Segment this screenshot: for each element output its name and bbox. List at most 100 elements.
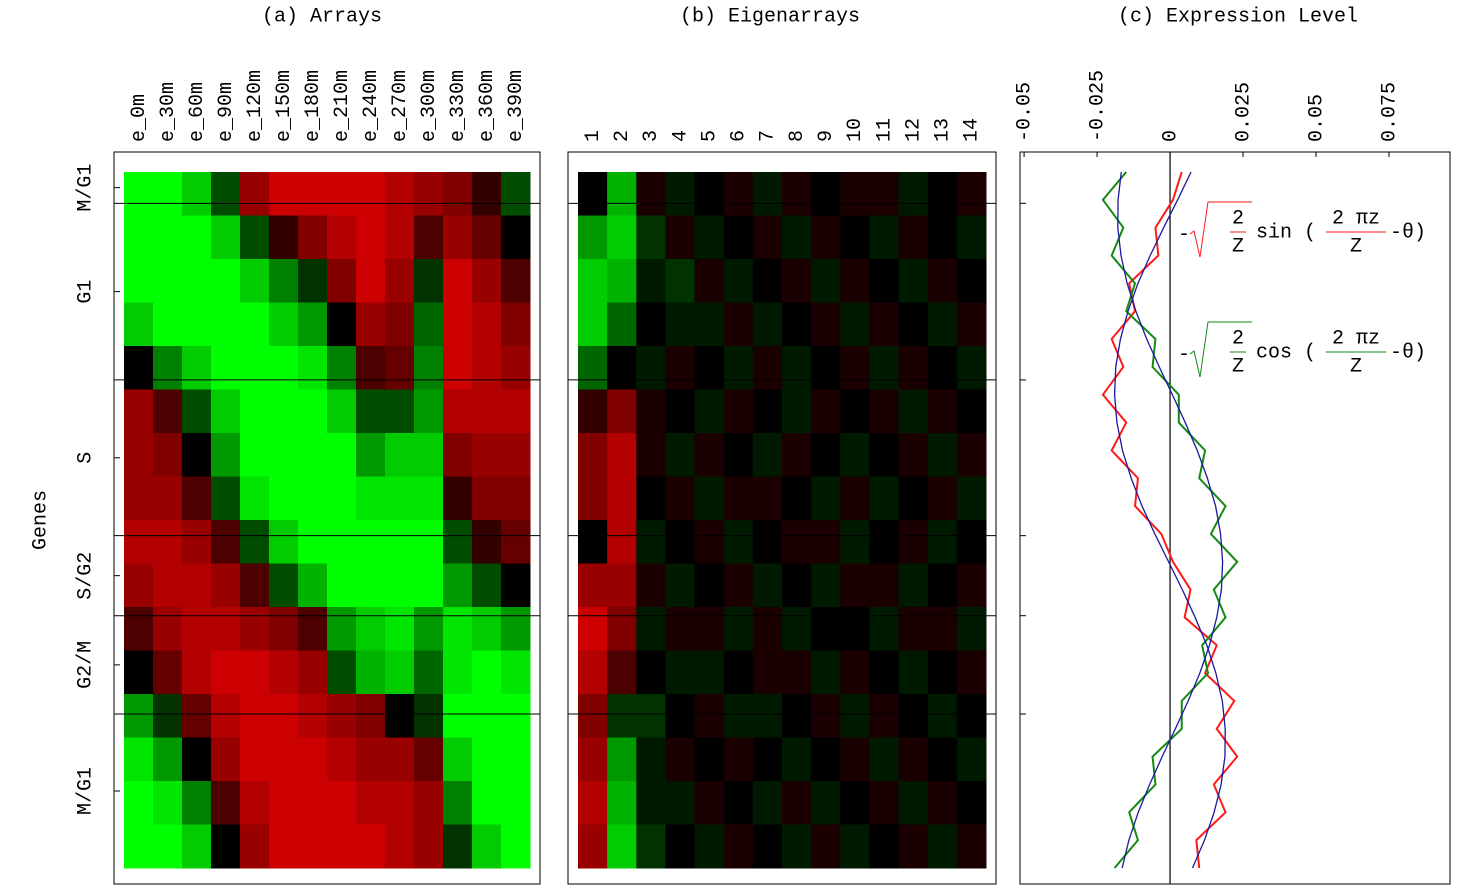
heat-cell <box>356 172 386 216</box>
heat-cell <box>269 172 299 216</box>
heat-cell <box>840 172 870 216</box>
heat-cell <box>356 824 386 869</box>
heat-cell <box>956 607 987 651</box>
heat-cell <box>182 781 212 825</box>
heat-cell <box>898 389 929 434</box>
heat-cell <box>443 824 473 869</box>
heat-cell <box>414 563 444 608</box>
heat-cell <box>211 563 241 608</box>
heat-cell <box>956 737 987 782</box>
heat-cell <box>182 563 212 608</box>
heat-cell <box>811 694 841 738</box>
heat-cell <box>298 172 328 216</box>
heat-cell <box>869 346 900 390</box>
phase-label: M/G1 <box>74 767 97 815</box>
heat-cell <box>501 781 531 825</box>
heat-cell <box>124 389 154 434</box>
heat-cell <box>211 781 241 825</box>
heat-cell <box>636 520 666 564</box>
heat-cell <box>665 737 696 782</box>
heat-cell <box>723 172 754 216</box>
formula-part: -θ) <box>1390 221 1426 244</box>
heat-cell <box>240 302 270 347</box>
heat-cell <box>182 520 212 564</box>
heat-cell <box>298 433 328 477</box>
heat-cell <box>927 172 958 216</box>
heat-cell <box>869 215 900 260</box>
heat-cell <box>240 215 270 260</box>
heat-cell <box>501 520 531 564</box>
heat-cell <box>840 607 870 651</box>
heat-cell <box>327 172 357 216</box>
heat-cell <box>694 172 725 216</box>
column-label: e_360m <box>476 70 499 142</box>
column-label: e_30m <box>157 82 180 142</box>
heat-cell <box>153 650 183 695</box>
heat-cell <box>124 172 154 216</box>
heat-cell <box>636 476 666 521</box>
heat-cell <box>327 824 357 869</box>
heat-cell <box>124 737 154 782</box>
heat-cell <box>414 215 444 260</box>
heat-cell <box>269 781 299 825</box>
heat-cell <box>782 650 812 695</box>
x-tick-label: 0.075 <box>1378 82 1401 142</box>
column-label: 14 <box>961 118 984 142</box>
heat-cell <box>956 520 987 564</box>
heat-cell <box>840 433 870 477</box>
heat-cell <box>723 694 754 738</box>
heat-cell <box>124 302 154 347</box>
heat-cell <box>414 389 444 434</box>
heat-cell <box>752 694 783 738</box>
heat-cell <box>956 172 987 216</box>
heat-cell <box>443 694 473 738</box>
heat-cell <box>385 824 415 869</box>
heat-cell <box>124 346 154 390</box>
heat-cell <box>153 302 183 347</box>
formula-part: 2 <box>1232 207 1244 230</box>
y-axis-label: Genes <box>29 490 52 550</box>
heat-cell <box>182 433 212 477</box>
heat-cell <box>607 346 637 390</box>
heat-cell <box>443 302 473 347</box>
formula-part: Z <box>1350 355 1362 378</box>
heat-cell <box>356 737 386 782</box>
heat-cell <box>636 215 666 260</box>
x-tick-label: -0.05 <box>1013 82 1036 142</box>
heat-cell <box>956 259 987 303</box>
heat-cell <box>385 172 415 216</box>
heat-cell <box>811 650 841 695</box>
heat-cell <box>501 563 531 608</box>
heat-cell <box>956 433 987 477</box>
heat-cell <box>578 607 608 651</box>
heat-cell <box>443 172 473 216</box>
heat-cell <box>327 215 357 260</box>
heat-cell <box>443 259 473 303</box>
heat-cell <box>840 737 870 782</box>
heat-cell <box>298 520 328 564</box>
heat-cell <box>153 433 183 477</box>
column-label: 7 <box>757 130 780 142</box>
column-label: e_150m <box>273 70 296 142</box>
heat-cell <box>414 302 444 347</box>
heat-cell <box>414 433 444 477</box>
heat-cell <box>869 607 900 651</box>
heat-cell <box>443 433 473 477</box>
heat-cell <box>240 476 270 521</box>
heat-cell <box>811 302 841 347</box>
heat-cell <box>211 607 241 651</box>
column-label: e_240m <box>360 70 383 142</box>
heat-cell <box>607 694 637 738</box>
formula-part: cos ( <box>1256 341 1316 364</box>
heat-cell <box>898 476 929 521</box>
heat-cell <box>385 694 415 738</box>
heat-cell <box>327 302 357 347</box>
formula-part: 2 πz <box>1332 327 1380 350</box>
heat-cell <box>723 433 754 477</box>
heat-cell <box>124 520 154 564</box>
heat-cell <box>414 520 444 564</box>
heat-cell <box>385 259 415 303</box>
heat-cell <box>956 824 987 869</box>
heat-cell <box>665 215 696 260</box>
heat-cell <box>723 520 754 564</box>
